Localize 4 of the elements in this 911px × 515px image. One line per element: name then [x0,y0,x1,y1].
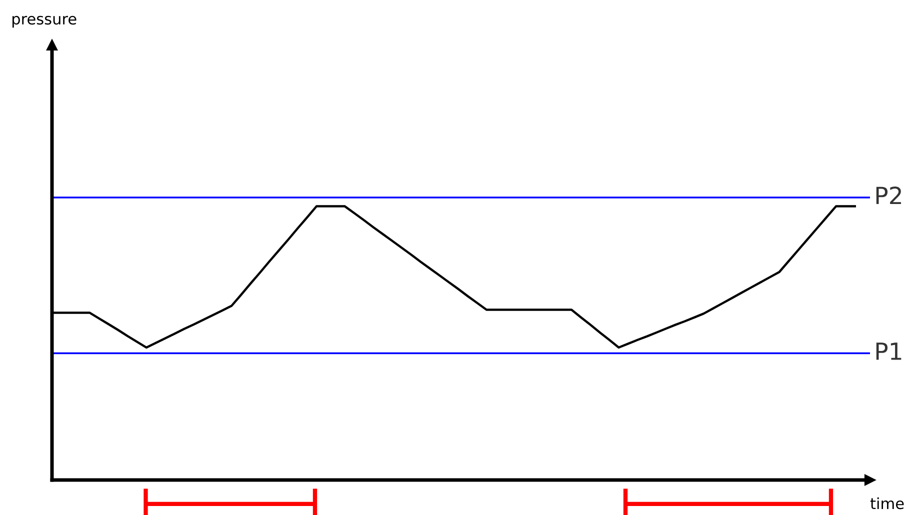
x-axis-title: time [870,497,904,510]
text: pressure [12,16,76,28]
ref-line-label: P2 [876,186,901,204]
ref-line-label: P1 [876,342,902,360]
